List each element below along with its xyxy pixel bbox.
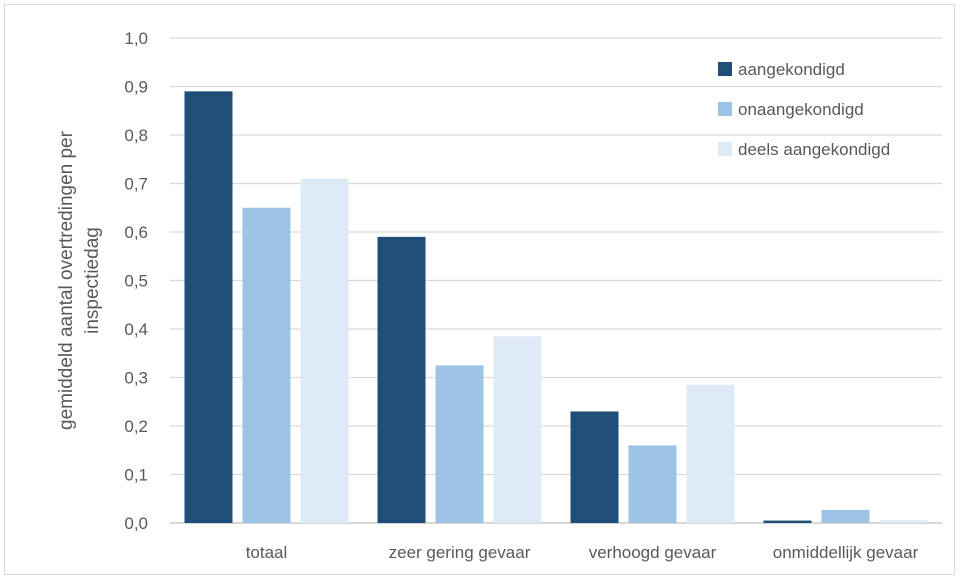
x-tick-label: totaal bbox=[246, 543, 288, 562]
legend-label: aangekondigd bbox=[738, 60, 845, 79]
gridlines bbox=[170, 37, 942, 524]
x-tick-label: onmiddellijk gevaar bbox=[773, 543, 919, 562]
bar bbox=[686, 384, 735, 523]
bar bbox=[184, 91, 233, 523]
x-axis-ticks: totaal zeer gering gevaar verhoogd gevaar o… bbox=[246, 543, 919, 562]
bar bbox=[628, 445, 677, 523]
y-axis-label-line: gemiddeld aantal overtredingen per bbox=[56, 130, 77, 430]
y-tick-label: 1,0 bbox=[124, 29, 148, 48]
legend: aangekondigd onaangekondigd deels aangekon… bbox=[718, 60, 890, 159]
legend-swatch bbox=[718, 102, 732, 116]
legend-swatch bbox=[718, 62, 732, 76]
bar bbox=[493, 336, 542, 523]
legend-label: deels aangekondigd bbox=[738, 140, 890, 159]
y-axis-label: gemiddeld aantal overtredingen per inspec… bbox=[56, 130, 103, 430]
y-tick-label: 0,9 bbox=[124, 78, 148, 97]
y-tick-label: 0,6 bbox=[124, 223, 148, 242]
y-tick-label: 0,5 bbox=[124, 272, 148, 291]
bar bbox=[435, 365, 484, 523]
legend-swatch bbox=[718, 142, 732, 156]
bar bbox=[242, 207, 291, 523]
bar bbox=[377, 236, 426, 523]
y-tick-label: 0,2 bbox=[124, 417, 148, 436]
bar bbox=[570, 411, 619, 523]
y-axis-ticks: 0,0 0,1 0,2 0,3 0,4 0,5 0,6 0,7 0,8 0,9 1,0 bbox=[124, 29, 148, 533]
x-tick-label: verhoogd gevaar bbox=[589, 543, 717, 562]
y-tick-label: 0,1 bbox=[124, 466, 148, 485]
y-axis-label-line: inspectiedag bbox=[82, 227, 103, 334]
bar bbox=[300, 178, 349, 523]
y-tick-label: 0,3 bbox=[124, 369, 148, 388]
bar bbox=[879, 520, 928, 523]
bar bbox=[821, 509, 870, 523]
legend-label: onaangekondigd bbox=[738, 100, 864, 119]
bars bbox=[184, 91, 928, 523]
bar bbox=[763, 520, 812, 523]
y-tick-label: 0,8 bbox=[124, 126, 148, 145]
y-tick-label: 0,0 bbox=[124, 514, 148, 533]
x-tick-label: zeer gering gevaar bbox=[389, 543, 531, 562]
y-tick-label: 0,4 bbox=[124, 320, 148, 339]
y-tick-label: 0,7 bbox=[124, 175, 148, 194]
